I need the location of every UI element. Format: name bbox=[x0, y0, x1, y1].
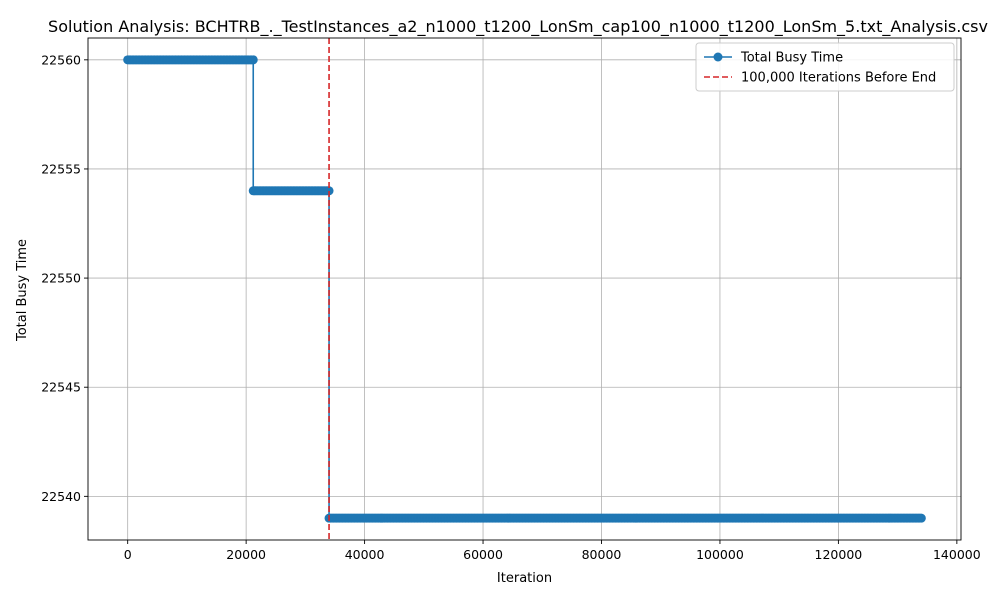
data-point bbox=[324, 186, 334, 196]
x-tick-label: 40000 bbox=[345, 547, 385, 562]
x-tick-label: 0 bbox=[124, 547, 132, 562]
x-tick-label: 100000 bbox=[696, 547, 744, 562]
legend-label-total-busy-time: Total Busy Time bbox=[740, 51, 843, 66]
plot-area: 0 20000 40000 60000 80000 100000 120000 140000 2… bbox=[41, 37, 981, 562]
legend-marker-total-busy-time bbox=[713, 52, 723, 62]
axes-frame bbox=[87, 37, 962, 541]
data-point bbox=[248, 55, 258, 65]
x-tick-label: 60000 bbox=[463, 547, 503, 562]
y-tick-label: 22560 bbox=[41, 52, 81, 67]
chart-title: Solution Analysis: BCHTRB_._TestInstance… bbox=[48, 17, 988, 37]
data-point bbox=[916, 513, 926, 523]
y-tick-label: 22545 bbox=[41, 380, 81, 395]
legend: Total Busy Time 100,000 Iterations Befor… bbox=[695, 42, 955, 92]
x-axis-title: Iteration bbox=[497, 571, 552, 586]
x-tick-label: 120000 bbox=[815, 547, 863, 562]
legend-box bbox=[695, 42, 955, 92]
y-axis-title: Total Busy Time bbox=[15, 239, 30, 342]
y-tick-label: 22550 bbox=[41, 271, 81, 286]
x-tick-label: 20000 bbox=[226, 547, 266, 562]
x-tick-label: 140000 bbox=[933, 547, 981, 562]
x-tick-label: 80000 bbox=[582, 547, 622, 562]
y-tick-label: 22540 bbox=[41, 489, 81, 504]
legend-label-reference-line: 100,000 Iterations Before End bbox=[741, 71, 936, 86]
y-tick-label: 22555 bbox=[41, 161, 81, 176]
